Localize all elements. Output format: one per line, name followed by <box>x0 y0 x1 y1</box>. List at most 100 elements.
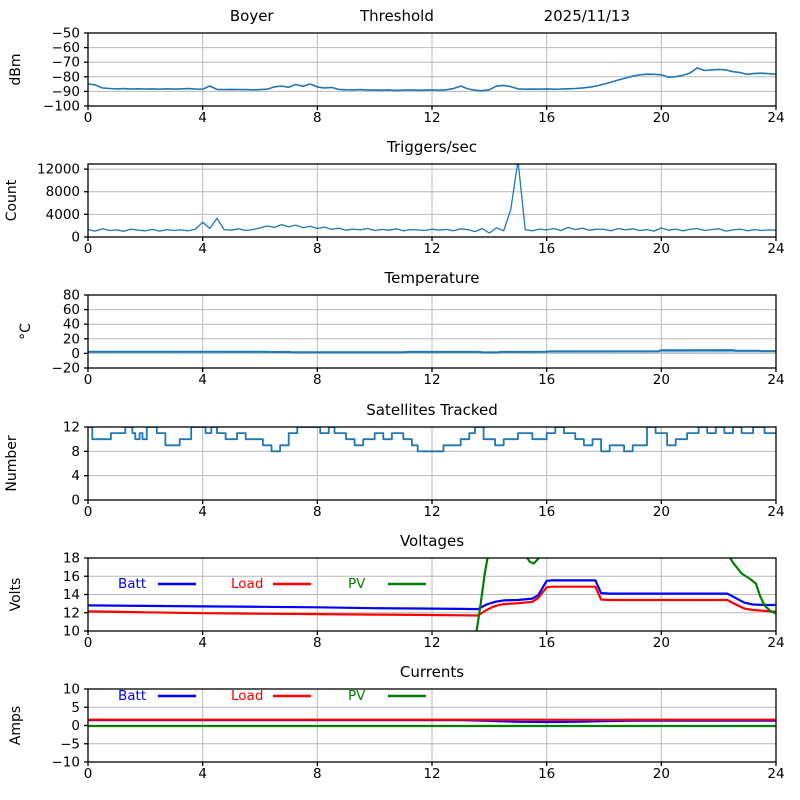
x-tick-label: 16 <box>538 766 555 782</box>
y-axis-label: °C <box>18 323 34 340</box>
panel-title: Satellites Tracked <box>366 401 497 419</box>
x-tick-label: 8 <box>313 504 322 520</box>
y-tick-label: −20 <box>52 361 81 377</box>
header-date: 2025/11/13 <box>544 7 630 25</box>
x-tick-label: 24 <box>767 372 784 388</box>
x-tick-label: 12 <box>423 241 440 257</box>
x-tick-label: 0 <box>84 241 93 257</box>
y-axis-label: Volts <box>8 578 24 612</box>
y-tick-label: −50 <box>52 26 81 42</box>
x-tick-label: 20 <box>653 504 670 520</box>
y-tick-label: 14 <box>63 587 80 603</box>
x-tick-label: 16 <box>538 504 555 520</box>
panel-signal-dbm-chart: 0 4 8 12 16 20 24 −100 −90 −80 −70 −60 −50 dBm Boyer Th… <box>0 0 800 131</box>
x-tick-label: 20 <box>653 110 670 126</box>
x-tick-label: 8 <box>313 241 322 257</box>
y-axis-label: Amps <box>8 706 24 745</box>
legend-label-pv: PV <box>348 576 366 592</box>
y-axis-label: Number <box>4 435 20 491</box>
panel-triggers-chart: 0 4 8 12 16 20 24 0 4000 8000 12000 Count Triggers/s… <box>0 131 800 262</box>
y-tick-label: −90 <box>52 84 81 100</box>
x-tick-label: 20 <box>653 372 670 388</box>
panel-title: Currents <box>400 663 464 681</box>
x-tick-label: 20 <box>653 766 670 782</box>
x-tick-label: 0 <box>84 635 93 651</box>
x-tick-label: 12 <box>423 635 440 651</box>
series-pv-volts <box>475 558 776 631</box>
series-temp-primary <box>88 349 776 354</box>
series-signal <box>88 67 776 92</box>
y-tick-label: 60 <box>63 302 80 318</box>
y-axis-label: Count <box>4 179 20 221</box>
y-tick-label: 8 <box>71 444 80 460</box>
x-tick-label: 12 <box>423 110 440 126</box>
panel-title: Voltages <box>400 532 464 550</box>
x-tick-label: 16 <box>538 241 555 257</box>
x-tick-label: 4 <box>198 372 207 388</box>
y-tick-label: 20 <box>63 331 80 347</box>
x-tick-label: 4 <box>198 635 207 651</box>
panel-title: Triggers/sec <box>386 138 477 156</box>
y-tick-label: 12 <box>63 605 80 621</box>
x-tick-label: 8 <box>313 635 322 651</box>
header-mode: Threshold <box>359 7 434 25</box>
panel-satellites-chart: 0 4 8 12 16 20 24 0 4 8 12 Number Satellites Tracked <box>0 394 800 525</box>
y-tick-label: 4 <box>71 468 80 484</box>
panel-currents-chart: 0 4 8 12 16 20 24 −10 −5 0 5 10 Amps Currents Batt Load… <box>0 656 800 800</box>
y-tick-label: 4000 <box>46 207 80 223</box>
series-satellites <box>88 427 776 453</box>
y-tick-label: 0 <box>71 493 80 509</box>
panel-temperature-chart: 0 4 8 12 16 20 24 −20 0 20 40 60 80 °C Temperature <box>0 262 800 394</box>
series-batt-volts <box>88 579 776 611</box>
legend-label-load: Load <box>231 576 263 592</box>
x-tick-label: 24 <box>767 504 784 520</box>
y-tick-label: 5 <box>71 700 80 716</box>
legend-label-load: Load <box>231 688 263 704</box>
x-tick-label: 20 <box>653 635 670 651</box>
x-tick-label: 12 <box>423 766 440 782</box>
x-tick-label: 0 <box>84 766 93 782</box>
chart-canvas: 0 4 8 12 16 20 24 0 4000 8000 12000 Count Triggers/s… <box>4 138 785 257</box>
y-axis-label: dBm <box>8 53 24 85</box>
y-tick-label: 18 <box>63 551 80 567</box>
x-tick-label: 8 <box>313 372 322 388</box>
x-tick-label: 8 <box>313 766 322 782</box>
x-tick-label: 4 <box>198 504 207 520</box>
panel-voltages-chart: 0 4 8 12 16 20 24 10 12 14 16 18 Volts Voltages Batt Lo… <box>0 525 800 656</box>
y-tick-label: 40 <box>63 317 80 333</box>
chart-canvas: 0 4 8 12 16 20 24 0 4 8 12 Number Satellites Tracked <box>4 401 785 520</box>
x-tick-label: 12 <box>423 504 440 520</box>
legend-label-batt: Batt <box>118 576 146 592</box>
x-tick-label: 24 <box>767 241 784 257</box>
x-tick-label: 4 <box>198 110 207 126</box>
y-tick-label: −70 <box>52 55 81 71</box>
x-tick-label: 4 <box>198 241 207 257</box>
y-tick-label: −5 <box>60 736 80 752</box>
y-tick-label: 12000 <box>37 162 80 178</box>
y-tick-label: −80 <box>52 69 81 85</box>
y-tick-label: 0 <box>71 718 80 734</box>
y-tick-label: −60 <box>52 40 81 56</box>
header-station: Boyer <box>230 7 275 25</box>
x-tick-label: 16 <box>538 372 555 388</box>
series-load-volts <box>88 585 776 617</box>
x-tick-label: 12 <box>423 372 440 388</box>
y-tick-label: 16 <box>63 569 80 585</box>
y-tick-label: 80 <box>63 288 80 304</box>
x-tick-label: 0 <box>84 504 93 520</box>
y-tick-label: 10 <box>63 682 80 698</box>
y-tick-label: 10 <box>63 624 80 640</box>
y-tick-label: 0 <box>71 346 80 362</box>
x-tick-label: 16 <box>538 110 555 126</box>
x-tick-label: 24 <box>767 110 784 126</box>
x-tick-label: 8 <box>313 110 322 126</box>
y-tick-label: 12 <box>63 420 80 436</box>
chart-canvas: 0 4 8 12 16 20 24 10 12 14 16 18 Volts Voltages Batt Lo… <box>8 532 785 651</box>
series-triggers <box>88 164 776 234</box>
y-tick-label: 0 <box>71 230 80 246</box>
y-tick-label: −100 <box>43 99 80 115</box>
panel-title: Temperature <box>383 269 479 287</box>
y-tick-label: 8000 <box>46 184 80 200</box>
